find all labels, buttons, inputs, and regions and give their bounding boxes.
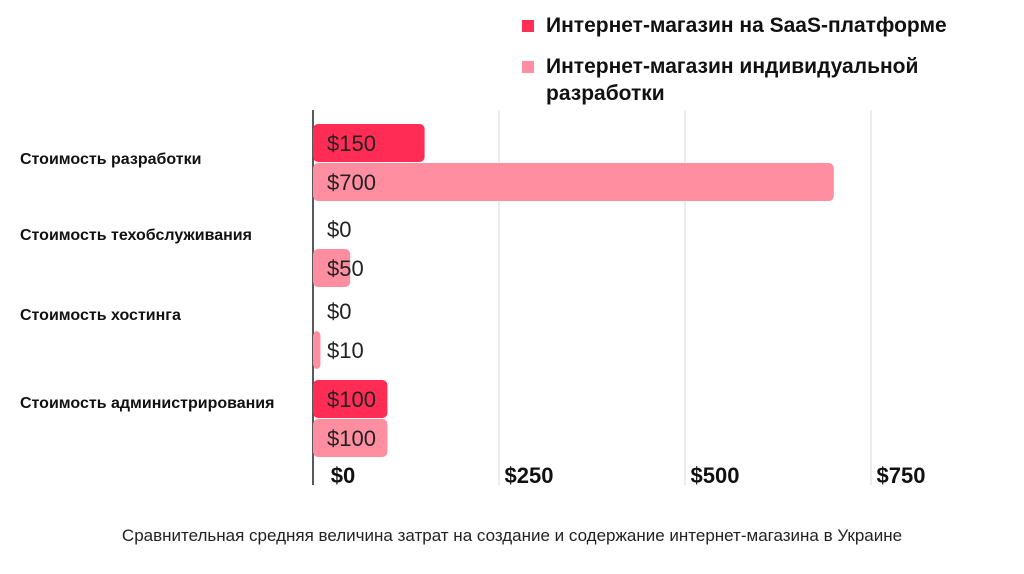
legend-label-custom: Интернет-магазин индивидуальной разработ… <box>546 55 919 105</box>
x-tick-label: $750 <box>877 463 926 488</box>
bar-value-label: $150 <box>327 131 376 156</box>
legend-item-custom: Интернет-магазин индивидуальной разработ… <box>522 53 1002 107</box>
bar-value-label: $100 <box>327 426 376 451</box>
bar-custom <box>313 419 388 457</box>
bar-value-label: $0 <box>327 299 351 324</box>
category-label-hosting: Стоимость хостинга <box>20 307 181 324</box>
bar-custom <box>313 331 321 369</box>
legend-item-saas: Интернет-магазин на SaaS-платформе <box>522 12 1002 39</box>
bar-value-label: $50 <box>327 256 364 281</box>
bar-custom <box>313 249 351 287</box>
category-label-maintenance: Стоимость техобслуживания <box>20 227 252 244</box>
x-tick-label: $250 <box>505 463 554 488</box>
legend-swatch-saas <box>522 20 534 32</box>
legend: Интернет-магазин на SaaS-платформе Интер… <box>522 12 1002 121</box>
x-tick-label: $0 <box>331 463 355 488</box>
category-label-administration: Стоимость администрирования <box>20 395 275 412</box>
category-label-development: Стоимость разработки <box>20 151 202 168</box>
chart-caption: Сравнительная средняя величина затрат на… <box>121 526 903 545</box>
bar-value-label: $10 <box>327 338 364 363</box>
bar-saas <box>313 124 425 162</box>
legend-swatch-custom <box>522 61 534 73</box>
bar-saas <box>313 380 388 418</box>
bar-value-label: $100 <box>327 387 376 412</box>
legend-label-saas: Интернет-магазин на SaaS-платформе <box>546 14 947 37</box>
bar-custom <box>313 163 834 201</box>
bar-value-label: $700 <box>327 170 376 195</box>
x-tick-label: $500 <box>691 463 740 488</box>
bar-value-label: $0 <box>327 217 351 242</box>
